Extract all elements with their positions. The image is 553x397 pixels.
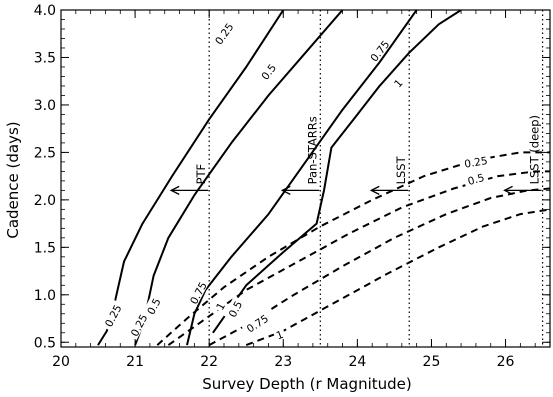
contour-label-group: 0.5: [255, 58, 280, 85]
contour-label-bg: [125, 309, 151, 341]
survey-label: PTF: [194, 164, 208, 185]
solid-contour-3: [212, 10, 462, 334]
dashed-contour-5: [167, 170, 550, 346]
contour-label-bg: [459, 152, 492, 170]
y-tick-label: 0.5: [34, 335, 56, 351]
axes: 20 21 22 23 24 25 26 0.5 1.0 1.5 2.0 2.5 3.0 3.5 4.0: [34, 3, 551, 370]
x-tick-label: 24: [348, 354, 366, 370]
contour-label-bg: [209, 17, 237, 49]
contour-label-bg: [389, 74, 406, 91]
dashed-contour-7: [245, 208, 550, 347]
contour-label-bg: [272, 326, 287, 342]
survey-label: Pan-STARRs: [305, 116, 319, 184]
y-tick-label: 1.5: [34, 240, 56, 256]
y-tick-label: 4.0: [34, 3, 56, 19]
contour-label-bg: [255, 58, 280, 85]
survey-label: LSST: [394, 155, 408, 184]
contour-label-group: 0.25: [99, 299, 125, 331]
x-tick-label: 21: [126, 354, 144, 370]
contour-label-group: 0.25: [125, 309, 151, 341]
contour-label-bg: [240, 309, 273, 336]
contour-label-group: 0.25: [459, 152, 492, 171]
contour-label: 0.5: [467, 172, 486, 188]
contour-label-group: 0.25: [209, 17, 237, 49]
x-tick-label: 25: [423, 354, 441, 370]
contour-label: 1: [275, 329, 286, 343]
x-tick-label: 20: [52, 354, 70, 370]
survey-arrowhead-0: [169, 185, 180, 195]
x-tick-label: 22: [200, 354, 218, 370]
y-tick-label: 3.0: [34, 98, 56, 114]
contour-label-bg: [462, 169, 489, 187]
contour-label-group: 0.75: [240, 309, 273, 336]
dashed-contour-4: [156, 151, 550, 346]
solid-contour-2: [186, 10, 418, 346]
survey-markers: PTF Pan-STARRs LSST LSST (deep): [169, 10, 544, 347]
contour-label-bg: [185, 276, 210, 309]
survey-arrowhead-3: [503, 185, 513, 195]
x-axis-title: Survey Depth (r Magnitude): [202, 375, 412, 393]
contour-label: 1: [214, 301, 228, 313]
contour-label-group: 0.5: [223, 295, 245, 322]
x-tick-label: 23: [274, 354, 292, 370]
y-tick-label: 3.5: [34, 50, 56, 66]
contour-label-bg: [211, 298, 227, 313]
contour-label-group: 1: [211, 298, 228, 313]
y-tick-label: 2.5: [34, 145, 56, 161]
contour-label-group: 1: [389, 74, 406, 91]
contour-label: 0.25: [103, 303, 125, 329]
plot-area: [60, 9, 551, 348]
contour-label-group: 0.5: [462, 169, 489, 188]
survey-arrowhead-2: [369, 185, 380, 195]
contour-label-bg: [99, 299, 125, 331]
x-tick-label: 26: [497, 354, 515, 370]
y-axis-title: Cadence (days): [4, 121, 22, 238]
contour-label-group: 0.75: [364, 34, 393, 66]
plot-frame: [60, 9, 551, 348]
contour-label-group: 0.75: [185, 276, 210, 309]
contour-label-group: 1: [272, 326, 287, 343]
contour-label-bg: [223, 295, 245, 322]
y-tick-label: 1.0: [34, 288, 56, 304]
contour-label-bg: [142, 292, 164, 319]
contour-label: 0.25: [464, 155, 489, 171]
contour-label-bg: [364, 34, 393, 66]
survey-arrowhead-1: [280, 185, 291, 195]
survey-label: LSST (deep): [528, 115, 542, 184]
y-tick-label: 2.0: [34, 193, 56, 209]
contour-label: 0.25: [129, 313, 151, 339]
